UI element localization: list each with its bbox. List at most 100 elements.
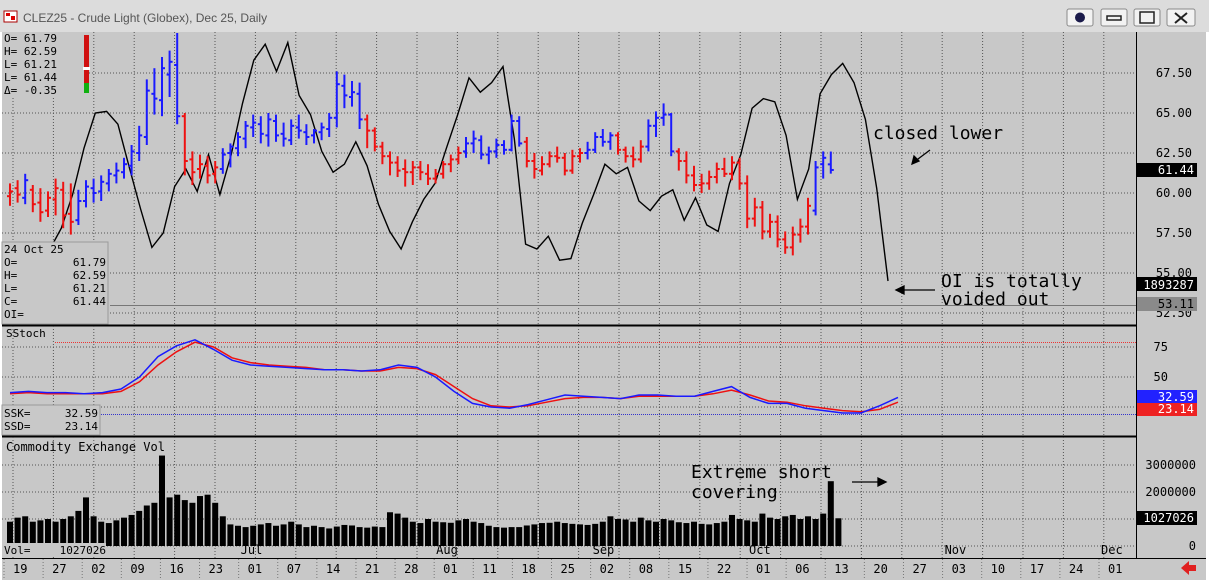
price-bar: [219, 148, 226, 174]
date-day-label: 09: [130, 562, 144, 576]
data-window: [1, 241, 109, 325]
volume-bar: [645, 520, 652, 546]
price-bar: [45, 191, 51, 217]
volume-bar: [592, 523, 599, 546]
volume-bar: [90, 516, 97, 546]
volume-bar: [508, 527, 515, 546]
ssd-marker-value: 23.14: [1158, 402, 1194, 416]
volume-title: Commodity Exchange Vol: [6, 440, 165, 454]
date-day-label: 28: [404, 562, 418, 576]
level-marker: [1137, 297, 1197, 311]
price-bar: [539, 156, 545, 176]
price-bar: [113, 162, 120, 184]
volume-bar: [615, 519, 621, 546]
annotation-closed-lower: closed lower: [873, 123, 1003, 144]
volume-bar: [698, 523, 705, 546]
volume-tick-label: 0: [1189, 539, 1196, 553]
scroll-left-icon[interactable]: [1181, 561, 1196, 575]
volume-bar: [577, 524, 583, 546]
annotation-short-cov-line-1: Extreme short: [691, 462, 832, 483]
price-bar: [789, 226, 796, 256]
price-bar: [470, 130, 477, 153]
volume-bar: [197, 496, 203, 546]
volume-bar: [387, 512, 393, 546]
price-bars: [7, 33, 834, 256]
ssk-value: 32.59: [65, 407, 98, 420]
price-bar: [668, 113, 675, 157]
price-bar: [820, 151, 827, 179]
volume-bar: [349, 525, 355, 546]
price-bar: [7, 183, 13, 206]
price-bar: [455, 146, 462, 165]
volume-bar: [820, 513, 827, 546]
price-bar: [288, 119, 295, 145]
minimize-icon: [1106, 15, 1122, 21]
volume-bar: [736, 519, 743, 546]
maximize-icon: [1139, 11, 1155, 24]
price-bar: [181, 113, 188, 176]
date-day-label: 15: [678, 562, 692, 576]
volume-bar: [60, 519, 67, 546]
date-month-label: Aug: [436, 543, 458, 557]
price-bar: [759, 201, 766, 240]
date-day-label: 02: [91, 562, 105, 576]
volume-bar: [447, 522, 454, 546]
price-bar: [554, 146, 561, 163]
minimize-button[interactable]: [1100, 8, 1128, 27]
volume-bar: [432, 521, 439, 546]
volume-bar: [402, 517, 409, 546]
record-button[interactable]: [1066, 8, 1094, 27]
open-interest-series: [49, 40, 889, 282]
range-gauge: [83, 35, 90, 93]
volume-bar: [265, 523, 272, 546]
price-bar: [387, 151, 393, 176]
ohlc-box: [2, 32, 84, 96]
price-bar: [660, 103, 667, 126]
volume-bar: [235, 525, 241, 546]
price-bar: [303, 124, 310, 145]
volume-bar: [75, 510, 82, 546]
price-bar: [615, 132, 621, 155]
volume-bar: [827, 481, 834, 546]
price-bar: [52, 178, 59, 216]
value-axis: [1136, 32, 1206, 558]
price-bar: [577, 148, 583, 163]
price-bar: [349, 81, 355, 107]
price-bar: [174, 33, 181, 125]
price-bar: [774, 215, 781, 248]
date-day-label: 01: [248, 562, 262, 576]
date-day-label: 27: [912, 562, 926, 576]
date-day-label: 24: [1069, 562, 1083, 576]
volume-bar: [181, 500, 188, 546]
price-bar: [22, 173, 29, 205]
price-bar: [417, 161, 424, 181]
date-day-label: 10: [991, 562, 1005, 576]
date-axis: [2, 558, 1206, 580]
close-button[interactable]: [1166, 8, 1196, 27]
price-bar: [675, 148, 682, 171]
dw-high-key: H=: [4, 269, 18, 282]
title-bar: [0, 0, 1209, 32]
price-bar: [729, 156, 735, 181]
volume-bar: [83, 497, 89, 546]
volume-bar: [242, 527, 249, 546]
volume-bar: [37, 520, 44, 546]
price-bar: [257, 116, 264, 144]
price-bar: [622, 146, 629, 163]
volume-bar: [493, 527, 500, 546]
maximize-button[interactable]: [1133, 8, 1161, 27]
date-day-label: 17: [1030, 562, 1044, 576]
volume-bar: [29, 521, 36, 546]
price-bar: [128, 145, 135, 176]
volume-bar: [67, 516, 74, 546]
date-day-label: 25: [561, 562, 575, 576]
volume-bar: [835, 518, 842, 546]
price-tick-label: 65.00: [1156, 106, 1192, 120]
volume-bar: [326, 528, 333, 546]
volume-bar: [584, 524, 591, 546]
price-bar: [569, 149, 576, 174]
price-bar: [204, 156, 211, 184]
price-bar: [67, 183, 74, 235]
price-bar: [516, 116, 523, 147]
